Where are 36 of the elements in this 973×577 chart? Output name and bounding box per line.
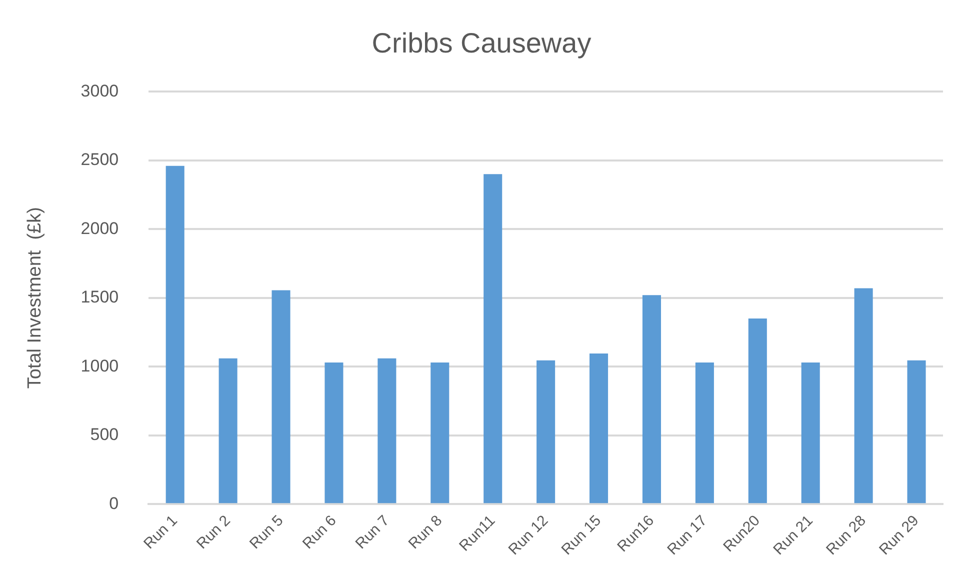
x-tick-label: Run 17 [664,512,710,558]
x-tick-label: Run 6 [299,512,340,552]
x-tick-label: Run 28 [823,512,870,558]
bar [324,362,344,504]
x-tick-label: Run 8 [405,512,446,552]
bar [378,358,396,504]
y-tick-label: 500 [90,425,119,444]
bar [430,362,450,504]
bar [695,362,714,504]
bar [907,360,926,504]
bar [590,354,608,504]
chart-title: Cribbs Causeway [372,28,592,59]
y-tick-label: 3000 [80,81,119,100]
bar [854,288,873,504]
bar [484,174,502,504]
y-axis-title: Total Investment (£k) [24,207,46,389]
x-tick-label: Run 21 [770,512,816,558]
x-tick-label: Run 15 [558,512,605,558]
bar [218,358,238,504]
y-tick-label: 1500 [80,288,119,307]
bar [536,360,556,504]
x-tick-label: Run 5 [246,512,287,552]
bar [166,166,184,504]
x-tick-label: Run 29 [876,512,922,558]
x-tick-label: Run 2 [193,512,234,552]
y-tick-label: 0 [109,494,119,513]
x-tick-label: Run 12 [505,512,552,558]
bar [272,290,290,504]
x-tick-label: Run 7 [352,512,393,552]
y-tick-label: 2500 [80,150,119,170]
bar [801,362,820,504]
bar [748,318,767,504]
x-tick-label: Run 1 [140,512,181,552]
y-tick-label: 1000 [80,356,119,376]
bar [642,295,661,504]
y-tick-label: 2000 [80,218,119,238]
